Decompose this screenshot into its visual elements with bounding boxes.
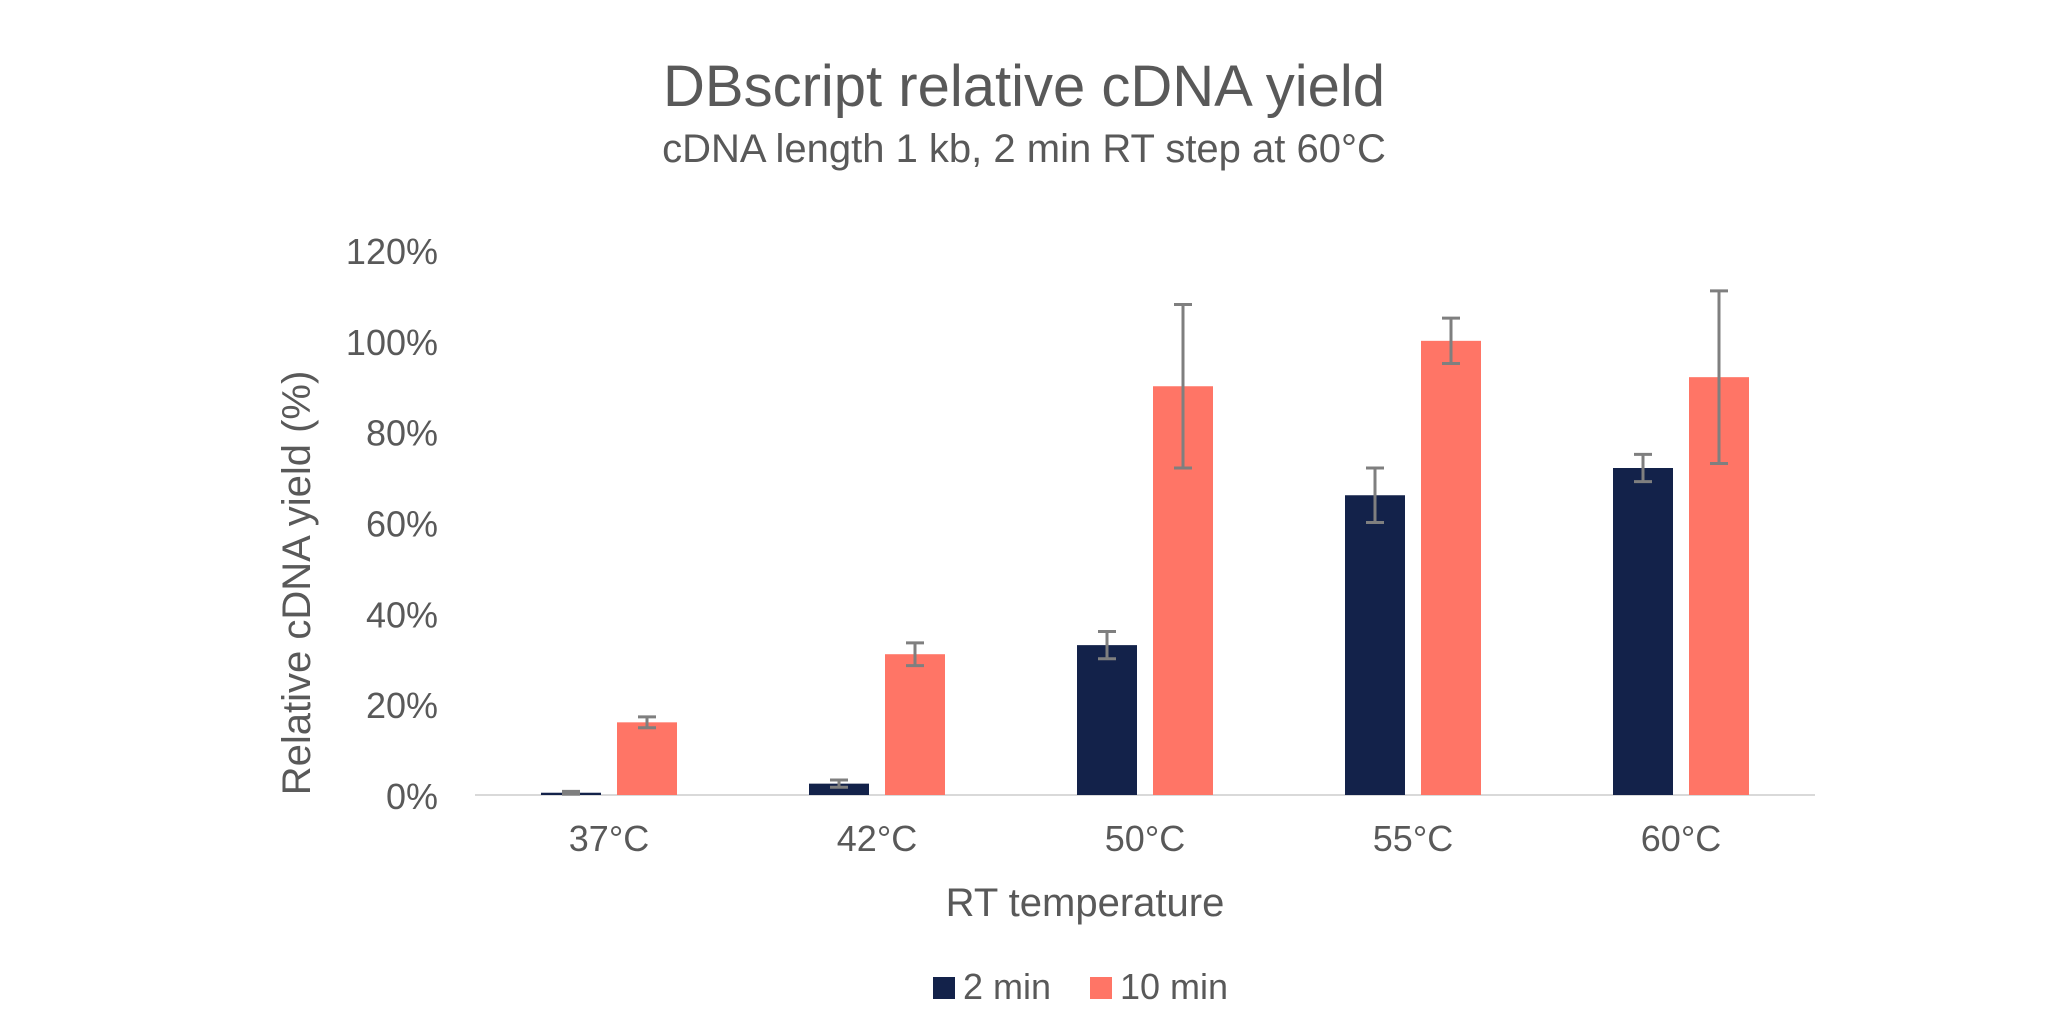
x-tick-label: 60°C <box>1641 818 1721 859</box>
error-bar <box>638 715 656 730</box>
legend-label: 10 min <box>1120 966 1228 1007</box>
bar-10min-1 <box>885 654 945 795</box>
y-tick-label: 40% <box>366 594 438 635</box>
chart-subtitle: cDNA length 1 kb, 2 min RT step at 60°C <box>662 127 1386 171</box>
bar-2min-1 <box>809 783 869 795</box>
error-bars <box>562 289 1728 796</box>
error-bar <box>1174 303 1192 470</box>
legend-swatch <box>1090 977 1112 999</box>
y-tick-label: 80% <box>366 413 438 454</box>
error-bar <box>1442 316 1460 366</box>
x-tick-label: 37°C <box>569 818 649 859</box>
bar-2min-4 <box>1613 468 1673 795</box>
y-axis-ticks: 0% 20% 40% 60% 80% 100% 120% <box>346 231 438 817</box>
x-axis-label: RT temperature <box>946 881 1225 925</box>
x-axis-ticks: 37°C 42°C 50°C 55°C 60°C <box>569 818 1721 859</box>
y-tick-label: 0% <box>386 776 438 817</box>
y-tick-label: 20% <box>366 685 438 726</box>
error-bar <box>1098 630 1116 661</box>
y-axis-label: Relative cDNA yield (%) <box>275 371 319 796</box>
y-tick-label: 100% <box>346 322 438 363</box>
bar-2min-3 <box>1345 495 1405 795</box>
bar-10min-0 <box>617 722 677 795</box>
error-bar <box>906 641 924 668</box>
legend-swatch <box>933 977 955 999</box>
error-bar <box>1634 452 1652 484</box>
y-tick-label: 60% <box>366 504 438 545</box>
y-tick-label: 120% <box>346 231 438 272</box>
bar-10min-3 <box>1421 340 1481 795</box>
legend-item: 2 min <box>933 966 1051 1007</box>
x-tick-label: 42°C <box>837 818 917 859</box>
legend-item: 10 min <box>1090 966 1228 1007</box>
error-bar <box>562 789 580 796</box>
chart-title: DBscript relative cDNA yield <box>663 54 1385 119</box>
legend: 2 min 10 min <box>933 966 1228 1007</box>
x-tick-label: 50°C <box>1105 818 1185 859</box>
error-bar <box>1366 466 1384 524</box>
bar-2min-2 <box>1077 645 1137 795</box>
x-tick-label: 55°C <box>1373 818 1453 859</box>
error-bar <box>1710 289 1728 465</box>
legend-label: 2 min <box>963 966 1051 1007</box>
bars <box>541 340 1749 795</box>
error-bar <box>830 778 848 789</box>
